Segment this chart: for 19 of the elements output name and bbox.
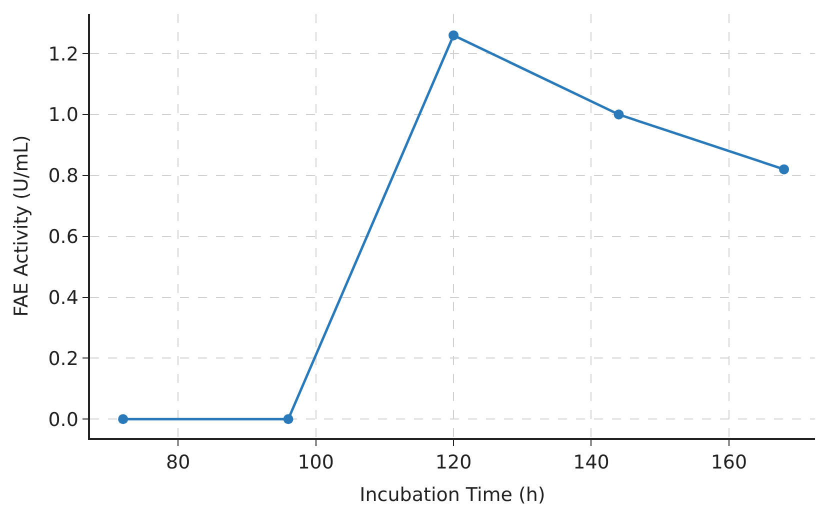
- point: [779, 164, 790, 174]
- x-tick-label: 100: [298, 452, 334, 474]
- x-tick-label: 140: [573, 452, 610, 474]
- y-tick-label: 0.8: [48, 165, 78, 188]
- x-tick-label: 160: [710, 452, 748, 474]
- y-tick-label: 0.0: [48, 408, 78, 431]
- y-axis-title: FAE Activity (U/mL): [10, 135, 33, 317]
- y-tick-label: 0.4: [48, 286, 78, 309]
- x-axis-title: Incubation Time (h): [360, 484, 546, 506]
- y-tick-label: 1.2: [48, 43, 78, 66]
- x-tick-label: 120: [435, 452, 472, 474]
- y-tick-label: 0.2: [48, 348, 78, 370]
- point: [614, 110, 624, 120]
- point: [448, 30, 459, 40]
- y-tick-label: 0.6: [48, 226, 78, 248]
- x-tick-label: 80: [166, 452, 190, 474]
- point: [118, 414, 128, 424]
- point: [283, 414, 294, 424]
- y-tick-label: 1.0: [48, 104, 78, 126]
